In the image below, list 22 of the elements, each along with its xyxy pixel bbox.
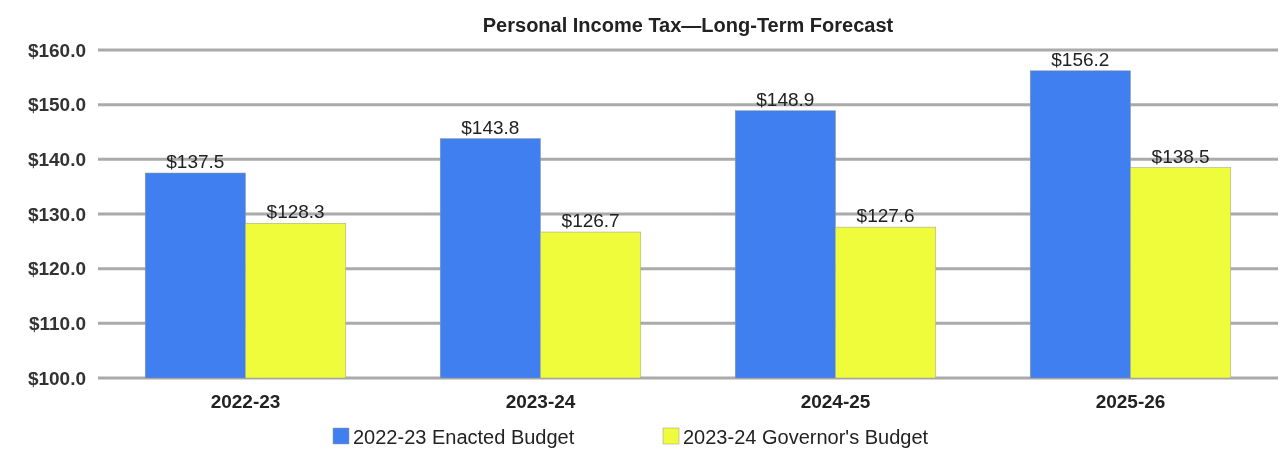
data-label: $126.7	[561, 210, 620, 232]
y-tick-label: $160.0	[27, 39, 86, 61]
legend-label: 2023-24 Governor's Budget	[683, 426, 929, 448]
x-tick-label: 2024-25	[800, 391, 871, 412]
x-tick-label: 2022-23	[210, 391, 281, 412]
y-tick-label: $100.0	[27, 367, 86, 389]
y-tick-label: $150.0	[27, 94, 86, 116]
y-tick-label: $140.0	[27, 148, 86, 170]
y-tick-label: $130.0	[27, 203, 86, 225]
data-label: $137.5	[166, 151, 225, 172]
chart-title: Personal Income Tax—Long-Term Forecast	[482, 14, 894, 36]
data-label: $143.8	[461, 116, 520, 138]
data-label: $138.5	[1151, 145, 1210, 167]
data-label: $148.9	[756, 88, 815, 110]
data-label: $156.2	[1051, 48, 1110, 70]
data-label: $127.6	[856, 205, 915, 227]
y-tick-label: $120.0	[27, 258, 86, 280]
x-tick-label: 2025-26	[1095, 391, 1166, 412]
data-label: $128.3	[266, 201, 325, 223]
y-tick-label: $110.0	[28, 312, 86, 334]
x-tick-label: 2023-24	[505, 391, 576, 412]
legend-label: 2022-23 Enacted Budget	[353, 426, 575, 448]
